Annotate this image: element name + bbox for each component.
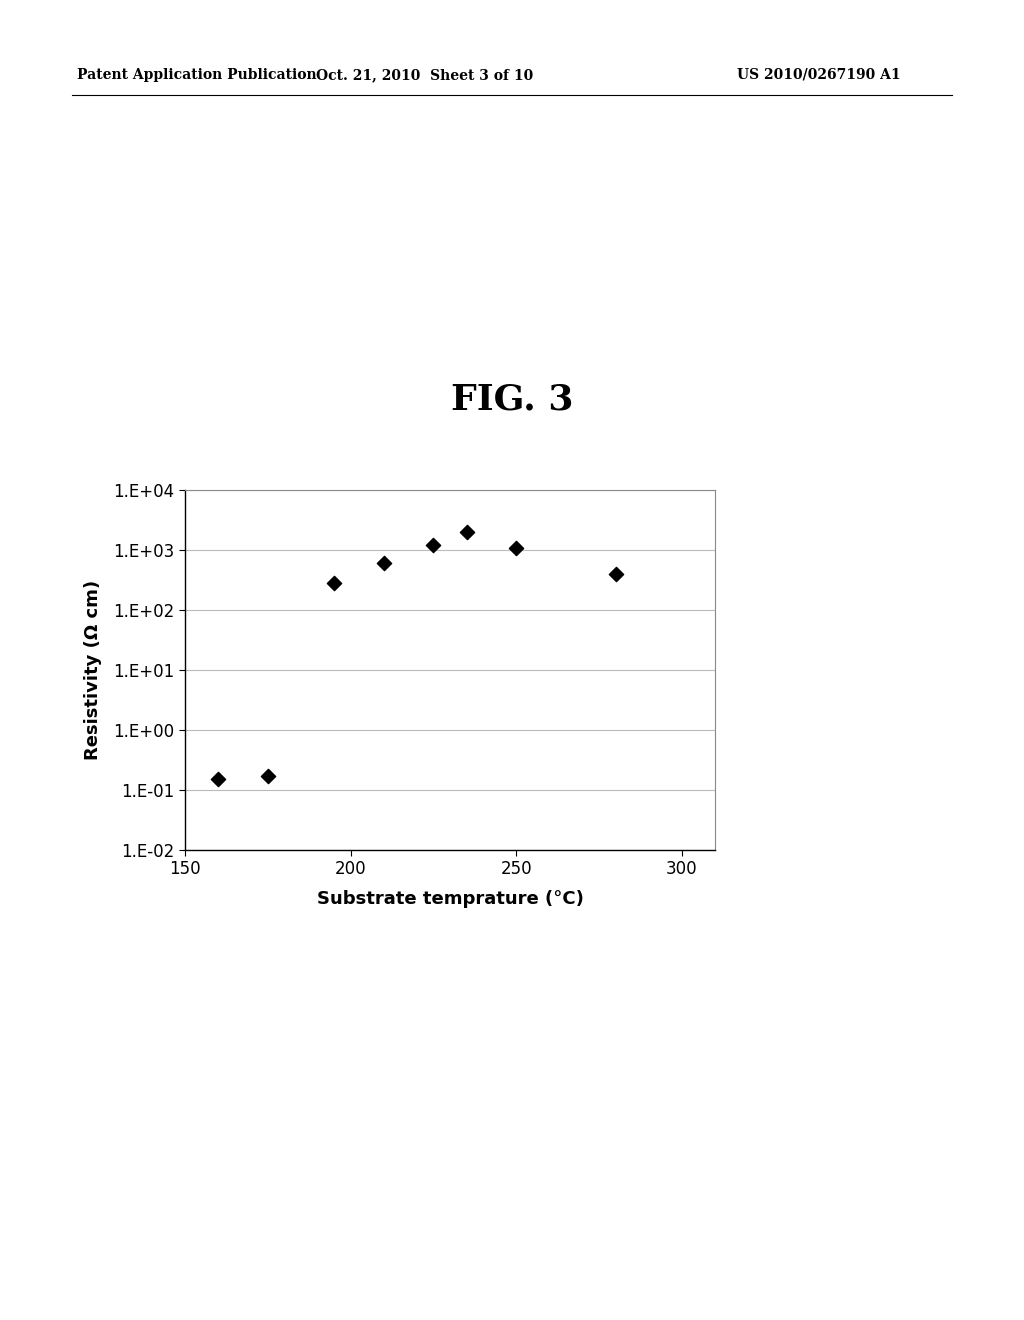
- X-axis label: Substrate temprature (°C): Substrate temprature (°C): [316, 890, 584, 908]
- Text: Oct. 21, 2010  Sheet 3 of 10: Oct. 21, 2010 Sheet 3 of 10: [316, 69, 534, 82]
- Y-axis label: Resistivity (Ω cm): Resistivity (Ω cm): [84, 579, 102, 760]
- Point: [376, 553, 392, 574]
- Point: [326, 573, 342, 594]
- Text: Patent Application Publication: Patent Application Publication: [77, 69, 316, 82]
- Point: [459, 521, 475, 543]
- Point: [260, 766, 276, 787]
- Point: [607, 564, 624, 585]
- Text: US 2010/0267190 A1: US 2010/0267190 A1: [737, 69, 901, 82]
- Text: FIG. 3: FIG. 3: [451, 383, 573, 417]
- Point: [210, 768, 226, 789]
- Point: [508, 537, 524, 558]
- Point: [425, 535, 441, 556]
